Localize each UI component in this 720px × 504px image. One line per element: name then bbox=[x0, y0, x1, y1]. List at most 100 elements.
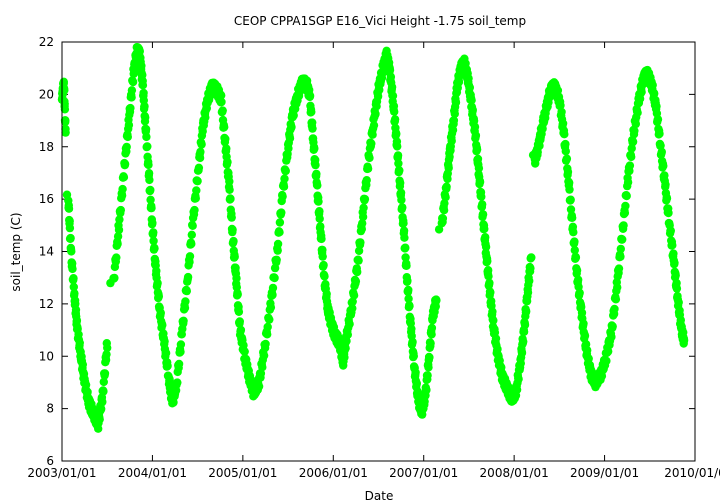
data-point bbox=[562, 154, 572, 163]
x-tick-label: 2003/01/01 bbox=[27, 466, 96, 480]
data-point bbox=[225, 185, 234, 194]
data-point bbox=[308, 124, 317, 133]
data-point bbox=[272, 255, 281, 264]
data-point bbox=[371, 109, 380, 119]
data-point bbox=[67, 247, 76, 256]
data-point bbox=[362, 176, 371, 185]
data-point bbox=[470, 122, 480, 132]
data-point bbox=[662, 194, 672, 203]
data-point bbox=[144, 169, 154, 178]
data-point bbox=[438, 214, 448, 223]
data-point bbox=[234, 307, 244, 316]
data-point bbox=[519, 337, 528, 346]
x-tick-label: 2009/01/01 bbox=[570, 466, 639, 480]
data-point bbox=[273, 239, 283, 249]
data-point bbox=[580, 331, 590, 340]
data-point bbox=[195, 153, 205, 163]
data-point bbox=[623, 178, 633, 187]
data-point bbox=[278, 192, 287, 201]
data-point bbox=[450, 109, 459, 119]
data-point bbox=[517, 348, 527, 358]
data-point bbox=[223, 157, 232, 167]
data-point bbox=[426, 339, 435, 348]
y-axis-title: soil_temp (C) bbox=[9, 212, 23, 291]
data-point bbox=[385, 65, 395, 75]
data-point bbox=[311, 160, 320, 170]
data-point bbox=[232, 274, 241, 283]
data-point bbox=[230, 252, 239, 262]
data-point bbox=[656, 141, 665, 150]
data-point bbox=[676, 315, 685, 325]
data-point bbox=[465, 83, 474, 92]
data-point bbox=[480, 224, 489, 234]
data-point bbox=[484, 272, 493, 281]
data-point bbox=[401, 243, 410, 252]
data-point bbox=[190, 205, 199, 215]
data-point bbox=[261, 339, 270, 349]
data-point bbox=[227, 213, 236, 222]
data-point bbox=[477, 192, 486, 201]
data-point bbox=[75, 338, 85, 347]
data-point bbox=[616, 252, 625, 261]
data-point bbox=[268, 290, 277, 300]
data-point bbox=[625, 161, 635, 170]
data-point bbox=[622, 191, 631, 201]
data-point bbox=[196, 147, 205, 157]
data-point bbox=[566, 195, 575, 204]
data-point bbox=[279, 182, 289, 191]
data-point bbox=[201, 113, 210, 122]
data-point bbox=[174, 359, 184, 369]
data-point bbox=[408, 337, 417, 347]
data-point bbox=[556, 101, 565, 110]
data-point bbox=[127, 86, 137, 95]
data-series bbox=[57, 43, 689, 433]
data-point bbox=[99, 377, 109, 387]
data-point bbox=[275, 228, 284, 237]
data-point bbox=[484, 266, 493, 275]
data-point bbox=[103, 343, 112, 352]
data-point bbox=[139, 88, 148, 98]
data-point bbox=[393, 151, 403, 160]
x-axis-title: Date bbox=[365, 489, 394, 503]
data-point bbox=[404, 294, 413, 303]
data-point bbox=[674, 298, 683, 307]
data-point bbox=[402, 261, 411, 270]
data-point bbox=[113, 239, 122, 249]
data-point bbox=[368, 130, 377, 139]
data-point bbox=[146, 195, 155, 204]
data-point bbox=[563, 167, 573, 177]
data-point bbox=[102, 350, 111, 359]
data-point bbox=[369, 121, 379, 130]
data-point bbox=[161, 348, 171, 358]
data-point bbox=[317, 234, 326, 244]
data-point bbox=[557, 107, 566, 117]
data-point bbox=[221, 134, 230, 144]
data-point bbox=[188, 221, 197, 230]
data-point bbox=[145, 175, 154, 185]
data-point bbox=[387, 82, 397, 92]
data-point bbox=[403, 276, 412, 285]
data-point bbox=[584, 354, 593, 363]
data-point bbox=[266, 303, 276, 312]
data-point bbox=[655, 129, 664, 138]
data-point bbox=[258, 363, 267, 372]
data-point bbox=[259, 351, 269, 360]
data-point bbox=[308, 118, 317, 127]
data-point bbox=[365, 153, 374, 163]
y-tick-label: 6 bbox=[46, 454, 54, 468]
data-point bbox=[491, 334, 501, 343]
data-point bbox=[114, 225, 124, 235]
data-point bbox=[148, 218, 157, 228]
data-point bbox=[399, 219, 408, 228]
data-point bbox=[128, 77, 138, 87]
data-point bbox=[575, 288, 584, 297]
data-point bbox=[270, 273, 279, 283]
data-point bbox=[514, 374, 523, 384]
data-point bbox=[345, 319, 354, 329]
data-point bbox=[60, 86, 69, 95]
data-point bbox=[137, 61, 146, 70]
data-point bbox=[527, 253, 536, 262]
data-point bbox=[183, 272, 193, 282]
data-point bbox=[427, 323, 437, 333]
data-point bbox=[604, 347, 613, 356]
